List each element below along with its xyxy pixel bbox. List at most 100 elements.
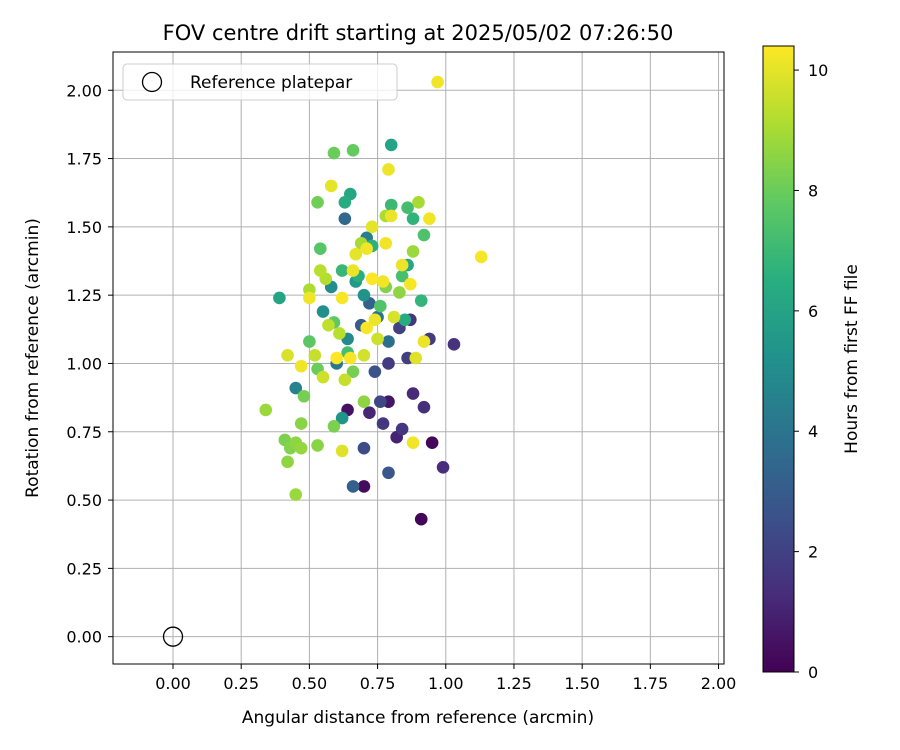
- colorbar-tick-label: 6: [808, 302, 818, 321]
- y-tick-label: 0.75: [66, 423, 102, 442]
- scatter-point: [368, 313, 382, 327]
- scatter-point: [414, 512, 428, 526]
- scatter-point: [371, 332, 384, 346]
- scatter-point: [374, 395, 387, 409]
- scatter-point: [417, 400, 431, 414]
- reference-platepar-marker: [162, 626, 184, 647]
- chart-title: FOV centre drift starting at 2025/05/02 …: [163, 21, 674, 45]
- scatter-point: [376, 417, 390, 430]
- x-tick-label: 0.00: [155, 674, 191, 693]
- data-points: [162, 75, 488, 647]
- scatter-point: [330, 351, 343, 365]
- scatter-point: [346, 480, 360, 493]
- colorbar-tick-label: 10: [808, 61, 828, 80]
- scatter-point: [360, 242, 373, 256]
- scatter-point: [374, 299, 387, 313]
- scatter-point: [335, 444, 349, 458]
- scatter-point: [395, 258, 409, 272]
- scatter-point: [338, 212, 352, 225]
- colorbar-tick-label: 8: [808, 181, 818, 200]
- plot-frame: [112, 51, 725, 665]
- scatter-point: [333, 327, 346, 340]
- scatter-point: [384, 198, 398, 212]
- scatter-point: [393, 286, 406, 299]
- y-tick-label: 1.25: [66, 286, 102, 305]
- colorbar-label: Hours from first FF file: [842, 264, 862, 454]
- scatter-point: [357, 441, 371, 455]
- scatter-point: [344, 351, 357, 365]
- scatter-point: [384, 138, 398, 152]
- x-tick-label: 1.25: [496, 674, 532, 693]
- x-tick-label: 1.00: [428, 674, 464, 693]
- scatter-point: [382, 466, 395, 480]
- scatter-point: [357, 288, 371, 302]
- legend-label-reference: Reference platepar: [190, 73, 352, 93]
- x-tick-label: 1.50: [564, 674, 600, 693]
- scatter-point: [324, 179, 338, 193]
- scatter-point: [412, 195, 425, 209]
- scatter-point: [294, 417, 308, 430]
- scatter-point: [423, 212, 436, 225]
- scatter-point: [406, 212, 420, 225]
- scatter-point: [401, 201, 414, 215]
- legend-marker-reference: [141, 71, 163, 93]
- scatter-point: [338, 195, 352, 209]
- scatter-point: [382, 163, 395, 176]
- y-tick-label: 2.00: [66, 81, 102, 100]
- scatter-point: [365, 220, 379, 234]
- x-tick-label: 1.75: [633, 674, 669, 693]
- scatter-point: [349, 247, 363, 261]
- y-tick-label: 1.75: [66, 150, 102, 169]
- scatter-point: [414, 294, 428, 307]
- scatter-point: [314, 264, 327, 277]
- scatter-point: [346, 144, 360, 157]
- scatter-point: [311, 195, 324, 209]
- scatter-point: [365, 272, 379, 286]
- scatter-point: [382, 357, 395, 370]
- scatter-point: [447, 338, 461, 351]
- x-axis-label: Angular distance from reference (arcmin): [242, 708, 594, 728]
- scatter-point: [289, 488, 303, 501]
- y-axis-label: Rotation from reference (arcmin): [23, 218, 43, 498]
- scatter-point: [384, 209, 398, 223]
- colorbar-ticks: 0 2 4 6 8 10: [794, 61, 828, 682]
- scatter-point: [316, 370, 330, 384]
- scatter-point: [406, 387, 420, 400]
- scatter-point: [368, 365, 382, 378]
- x-axis: 0.00 0.25 0.50 0.75 1.00 1.25 1.50 1.75 2.00: [155, 664, 736, 693]
- scatter-point: [387, 310, 401, 324]
- scatter-point: [335, 411, 349, 425]
- scatter-point: [376, 275, 390, 288]
- scatter-point: [338, 373, 352, 387]
- scatter-point: [436, 460, 450, 474]
- scatter-point: [314, 242, 327, 256]
- scatter-point: [281, 348, 294, 362]
- scatter-point: [382, 335, 395, 348]
- scatter-point: [327, 420, 341, 433]
- scatter-point: [431, 75, 444, 89]
- scatter-point: [273, 291, 286, 305]
- scatter-point: [395, 269, 409, 283]
- y-tick-label: 0.25: [66, 559, 102, 578]
- scatter-point: [395, 422, 409, 436]
- scatter-point: [417, 228, 431, 242]
- y-tick-label: 1.50: [66, 218, 102, 237]
- scatter-point: [398, 313, 412, 327]
- scatter-point: [322, 318, 335, 332]
- scatter-point: [406, 245, 420, 258]
- scatter-point: [409, 351, 423, 365]
- colorbar-tick-label: 2: [808, 543, 818, 562]
- legend: Reference platepar: [122, 63, 398, 101]
- x-tick-label: 0.25: [223, 674, 259, 693]
- y-tick-label: 0.00: [66, 628, 102, 647]
- scatter-point: [281, 455, 294, 469]
- scatter-point: [357, 395, 371, 409]
- scatter-point: [289, 381, 303, 395]
- scatter-point: [346, 365, 360, 378]
- colorbar-gradient: [762, 45, 795, 673]
- scatter-point: [316, 305, 330, 318]
- scatter-point: [360, 321, 373, 335]
- scatter-point: [308, 348, 322, 362]
- scatter-point: [379, 236, 393, 250]
- x-tick-label: 0.50: [292, 674, 328, 693]
